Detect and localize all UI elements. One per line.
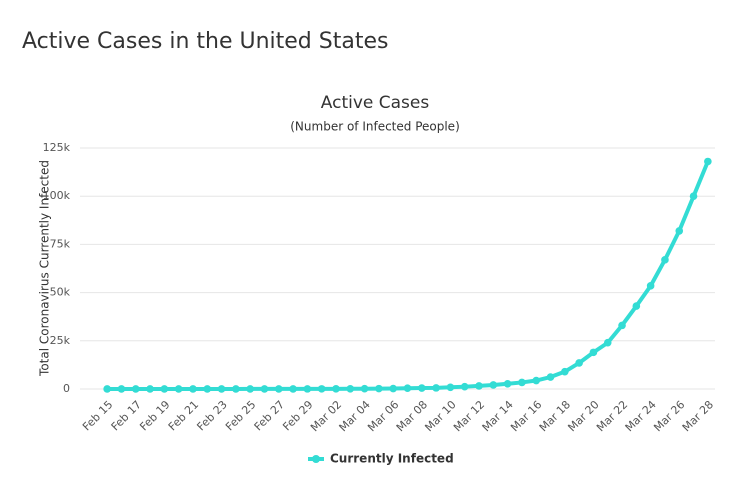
data-point	[503, 379, 512, 388]
x-tick-label: Mar 02	[308, 398, 344, 434]
x-tick-label: Mar 12	[451, 398, 487, 434]
data-point	[661, 256, 669, 264]
data-point	[332, 385, 340, 393]
x-tick-label: Feb 27	[252, 398, 287, 433]
x-tick-label: Mar 08	[394, 398, 430, 434]
data-point	[375, 384, 383, 393]
data-point	[675, 227, 684, 235]
data-point	[131, 385, 140, 393]
x-tick-label: Mar 28	[680, 398, 716, 434]
data-point	[217, 385, 226, 393]
data-point	[317, 385, 326, 393]
data-point	[475, 382, 483, 390]
x-tick-label: Mar 10	[422, 398, 458, 434]
data-point	[174, 385, 183, 393]
y-tick-label: 75k	[50, 237, 71, 250]
y-tick-label: 50k	[50, 286, 71, 299]
x-tick-label: Mar 24	[623, 398, 659, 434]
x-tick-label: Mar 26	[651, 398, 687, 434]
data-point	[689, 192, 698, 200]
data-point	[618, 321, 626, 330]
data-point	[489, 381, 498, 389]
chart-title: Active Cases	[321, 93, 430, 113]
data-point	[561, 367, 569, 376]
x-tick-label: Mar 06	[365, 398, 401, 434]
x-tick-label: Mar 18	[537, 398, 573, 434]
data-point	[446, 383, 455, 392]
data-point	[303, 385, 312, 393]
data-point	[117, 385, 126, 393]
x-tick-label: Feb 21	[166, 398, 201, 433]
data-point	[232, 385, 240, 393]
x-tick-label: Mar 20	[565, 398, 601, 434]
data-point	[518, 378, 526, 387]
x-tick-label: Feb 25	[223, 398, 258, 433]
x-tick-label: Feb 19	[137, 398, 172, 433]
data-point	[704, 157, 712, 166]
x-tick-label: Feb 23	[194, 398, 229, 433]
data-point	[532, 376, 541, 385]
y-tick-label: 125k	[43, 141, 71, 154]
data-point	[432, 384, 440, 392]
data-point	[646, 282, 655, 290]
data-point	[418, 384, 426, 392]
data-point	[289, 385, 297, 393]
legend-marker	[312, 455, 320, 463]
data-point	[403, 384, 412, 393]
data-point	[632, 302, 641, 310]
data-point	[389, 384, 397, 393]
data-point	[589, 348, 598, 357]
legend-label: Currently Infected	[330, 452, 454, 466]
data-point	[146, 385, 154, 393]
data-point	[160, 385, 169, 393]
data-point	[546, 373, 555, 381]
data-point	[575, 359, 583, 367]
x-tick-label: Mar 14	[480, 398, 516, 434]
y-tick-label: 0	[63, 382, 70, 395]
y-tick-label: 100k	[43, 189, 71, 202]
x-tick-label: Feb 17	[109, 398, 144, 433]
data-point	[274, 385, 283, 393]
x-tick-label: Mar 04	[337, 398, 373, 434]
page-title: Active Cases in the United States	[22, 29, 388, 54]
y-axis-label: Total Coronavirus Currently Infected	[38, 160, 52, 377]
x-tick-label: Feb 15	[80, 398, 115, 433]
data-point	[360, 384, 369, 393]
data-point	[203, 385, 212, 393]
data-point	[246, 385, 254, 393]
data-point	[103, 385, 111, 393]
data-point	[603, 338, 612, 347]
data-point	[260, 385, 269, 393]
data-point	[189, 385, 197, 393]
chart-subtitle: (Number of Infected People)	[290, 120, 460, 134]
x-tick-label: Mar 22	[594, 398, 630, 434]
data-point	[346, 384, 355, 393]
data-point	[460, 382, 469, 391]
series-line	[107, 160, 710, 391]
x-tick-label: Mar 16	[508, 398, 544, 434]
y-tick-label: 25k	[50, 334, 71, 347]
